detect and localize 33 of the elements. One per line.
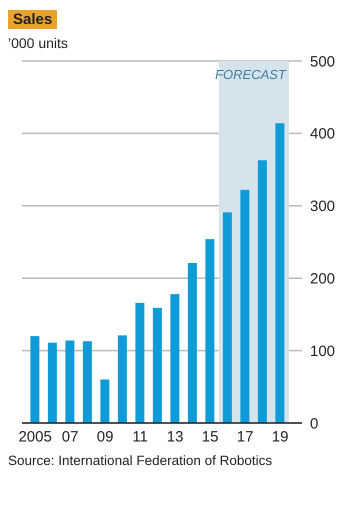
bar [48,342,57,423]
bar [30,336,40,423]
bar [240,190,250,423]
x-tick-label: 17 [236,428,254,446]
x-tick-label: 2005 [18,428,52,446]
band-label: FORECAST [215,67,287,82]
bar [118,335,127,423]
y-tick-label: 100 [310,342,336,360]
y-tick-label: 500 [310,53,336,70]
x-tick-label: 15 [202,428,218,446]
source-note: Source: International Federation of Robotics [8,453,274,468]
bar [135,302,144,423]
y-tick-label: 400 [310,126,336,143]
x-tick-label: 11 [132,428,148,446]
bar [188,262,197,423]
chart-title: Sales [8,10,58,29]
x-tick-label: 07 [62,428,78,446]
bar [82,341,92,423]
bar [152,308,162,423]
bar [258,160,267,423]
x-tick-label: 13 [166,428,184,446]
bar [65,340,74,423]
y-tick-label: 300 [310,198,336,216]
x-tick-label: 09 [96,428,114,446]
bar [170,294,180,423]
bar [275,123,284,423]
bar [222,212,232,423]
y-tick-label: 200 [310,270,336,288]
bar [205,239,214,423]
bar [100,380,110,423]
chart-subtitle: ’000 units [8,35,69,51]
x-tick-label: 19 [272,428,288,446]
y-tick-label: 0 [310,415,318,432]
